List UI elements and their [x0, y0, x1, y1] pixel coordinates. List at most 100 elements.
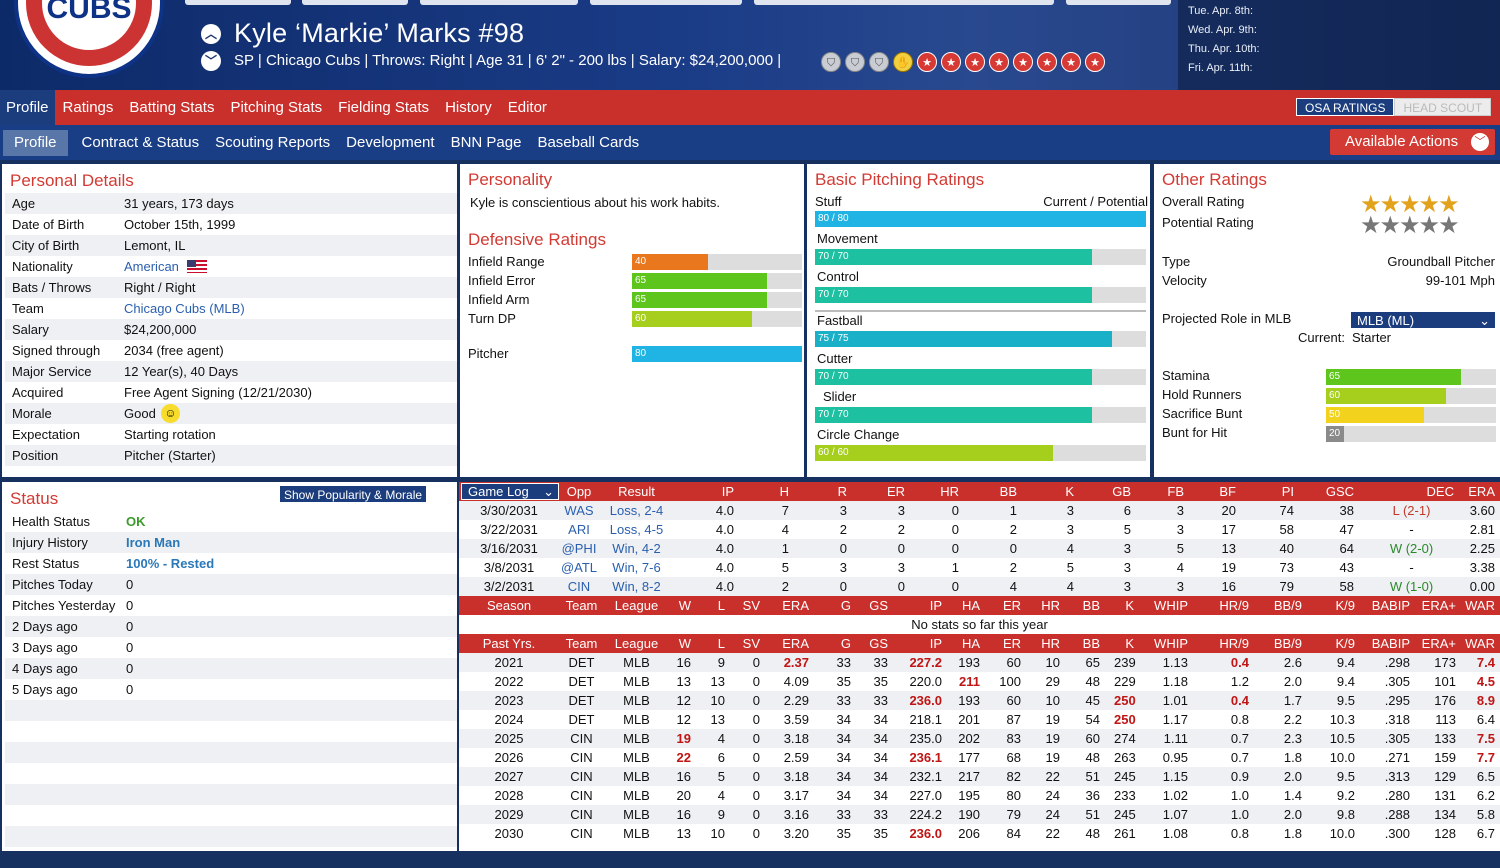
personal-row: Team Chicago Cubs (MLB) — [5, 298, 457, 319]
player-name: Kyle ‘Markie’ Marks #98 — [234, 18, 525, 48]
osa-ratings-button[interactable]: OSA RATINGS — [1296, 98, 1395, 116]
game-log-cell: 4 — [1066, 579, 1074, 594]
subtab-contract-status[interactable]: Contract & Status — [81, 133, 200, 151]
tab-editor[interactable]: Editor — [507, 99, 547, 116]
game-log-cell: 4 — [1066, 541, 1074, 556]
tab-batting-stats[interactable]: Batting Stats — [129, 99, 215, 116]
past-years-row: 2030 CIN MLB 13 10 0 3.20 35 35 236.0 206 84 22 48 261… — [459, 824, 1500, 843]
past-years-cell: 68 — [1006, 750, 1021, 765]
past-years-cell: 263 — [1114, 750, 1136, 765]
previous-player-icon[interactable]: ︿ — [201, 24, 221, 44]
subtab-baseball-cards[interactable]: Baseball Cards — [537, 133, 640, 151]
potential-rating-stars: ★★★★★ — [1360, 212, 1460, 239]
game-log-cell[interactable]: Win, 8-2 — [612, 579, 661, 594]
personal-row-label: Morale — [12, 406, 52, 421]
past-years-cell: 2021 — [494, 655, 524, 670]
game-log-row: 3/22/2031 ARI Loss, 4-5 4.0 4 2 2 0 2 3 5 3 17 58 47 - 2… — [459, 520, 1500, 539]
past-years-cell: .313 — [1384, 769, 1410, 784]
season-header: Season Team League W L SV ERA G GS IP HA ER HR BB K WHI… — [459, 596, 1500, 615]
rating-bar-track: 65 — [632, 292, 802, 308]
rating-bar-track: 80 — [632, 346, 802, 362]
personal-row-value[interactable]: American — [124, 259, 179, 274]
rating-bar-fill: 80 — [632, 346, 802, 362]
tab-pitching-stats[interactable]: Pitching Stats — [230, 99, 323, 116]
pitching-rating-fill: 75 / 75 — [815, 331, 1112, 347]
tab-ratings[interactable]: Ratings — [62, 99, 114, 116]
next-player-icon[interactable]: ﹀ — [201, 51, 221, 71]
past-years-cell: 34 — [836, 788, 851, 803]
past-years-cell: 12 — [676, 712, 691, 727]
status-title: Status — [10, 489, 59, 508]
status-row-value: 0 — [126, 640, 134, 655]
top-menu-button[interactable] — [1066, 0, 1171, 5]
game-log-cell: W (1-0) — [1389, 579, 1434, 594]
show-popularity-morale-button[interactable]: Show Popularity & Morale — [279, 485, 428, 503]
tab-fielding-stats[interactable]: Fielding Stats — [338, 99, 430, 116]
column-header: IP — [929, 636, 942, 651]
past-years-cell: 2.6 — [1283, 655, 1302, 670]
schedule-date: Tue. Apr. 8th: — [1188, 5, 1254, 17]
defensive-ratings-title: Defensive Ratings — [468, 230, 606, 249]
top-menu-button[interactable] — [590, 0, 742, 5]
personal-row-value[interactable]: Chicago Cubs (MLB) — [124, 301, 245, 316]
tab-history[interactable]: History — [445, 99, 492, 116]
past-years-cell: 2.0 — [1283, 769, 1302, 784]
column-header: G — [840, 598, 851, 613]
top-search-field[interactable] — [754, 0, 1054, 5]
past-years-cell: 4 — [717, 788, 725, 803]
personal-row: Major Service 12 Year(s), 40 Days — [5, 361, 457, 382]
available-actions-button[interactable]: Available Actions ﹀ — [1330, 129, 1495, 155]
past-years-cell: .300 — [1384, 826, 1410, 841]
top-menu-button[interactable] — [185, 0, 291, 5]
top-menu-button[interactable] — [420, 0, 578, 5]
past-years-cell: 34 — [873, 788, 888, 803]
column-header: BF — [1219, 484, 1236, 499]
personal-row: Bats / Throws Right / Right — [5, 277, 457, 298]
column-header: HR — [1041, 636, 1060, 651]
subtab-scouting-reports[interactable]: Scouting Reports — [215, 133, 331, 151]
game-log-cell: W (2-0) — [1389, 541, 1434, 556]
past-years-cell: 2.37 — [783, 655, 809, 670]
sub-tabs: Profile Contract & Status Scouting Repor… — [0, 125, 1500, 160]
available-actions-label: Available Actions — [1345, 133, 1459, 150]
projected-role-select[interactable]: MLB (ML) ⌄ — [1350, 311, 1496, 329]
past-years-cell: 10.0 — [1329, 750, 1355, 765]
past-years-cell: 10 — [710, 826, 725, 841]
past-years-cell: 0.9 — [1230, 769, 1249, 784]
game-log-cell[interactable]: Loss, 4-5 — [609, 522, 664, 537]
past-years-cell: 4.09 — [783, 674, 809, 689]
game-log-cell: 3 — [1123, 579, 1131, 594]
past-years-cell: 60 — [1085, 731, 1100, 746]
game-log-cell[interactable]: WAS — [564, 503, 594, 518]
game-log-cell[interactable]: @ATL — [560, 560, 598, 575]
game-log-cell: 3.38 — [1469, 560, 1495, 575]
defensive-rating-row: Turn DP 60 — [468, 309, 802, 328]
subtab-bnn-page[interactable]: BNN Page — [450, 133, 522, 151]
game-log-cell[interactable]: @PHI — [561, 541, 597, 556]
head-scout-button[interactable]: HEAD SCOUT — [1394, 98, 1492, 116]
subtab-development[interactable]: Development — [346, 133, 435, 151]
subtab-profile[interactable]: Profile — [3, 129, 68, 156]
past-years-cell: MLB — [623, 788, 650, 803]
past-years-cell: 12 — [676, 693, 691, 708]
game-log-cell[interactable]: Loss, 2-4 — [609, 503, 664, 518]
game-log-cell: 3 — [1123, 541, 1131, 556]
game-log-cell: 3 — [1176, 503, 1184, 518]
personal-row-label: Nationality — [12, 259, 73, 274]
game-log-cell[interactable]: ARI — [568, 522, 590, 537]
past-years-cell: 19 — [1045, 750, 1060, 765]
game-log-select[interactable]: Game Log ⌄ — [461, 483, 559, 500]
past-years-cell: 10.0 — [1329, 826, 1355, 841]
personal-row-label: City of Birth — [12, 238, 80, 253]
game-log-cell[interactable]: CIN — [567, 579, 591, 594]
past-years-cell: 236.0 — [909, 693, 942, 708]
tab-profile[interactable]: Profile — [0, 90, 55, 125]
top-menu-button[interactable] — [302, 0, 408, 5]
column-header: BB — [1082, 598, 1100, 613]
defensive-rating-label: Infield Range — [468, 254, 545, 269]
past-years-cell: 193 — [958, 693, 980, 708]
game-log-cell[interactable]: Win, 4-2 — [612, 541, 661, 556]
past-years-cell: 261 — [1114, 826, 1136, 841]
past-years-cell: 9 — [717, 807, 725, 822]
game-log-cell[interactable]: Win, 7-6 — [612, 560, 661, 575]
